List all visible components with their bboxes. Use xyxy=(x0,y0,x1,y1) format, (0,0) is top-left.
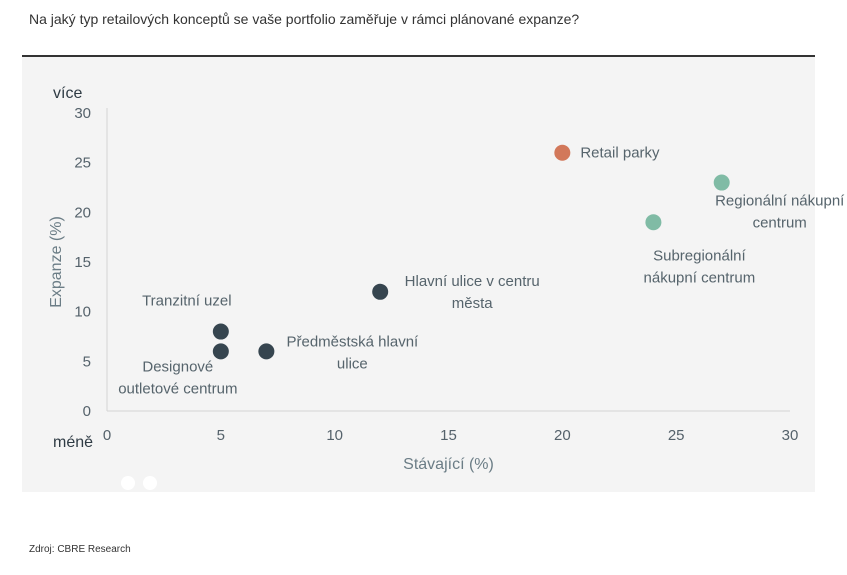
chart-panel xyxy=(22,57,815,492)
point-label: Předměstská hlavní ulice xyxy=(286,333,419,372)
x-tick-label: 20 xyxy=(554,427,571,444)
data-point xyxy=(372,283,389,300)
data-point xyxy=(713,174,730,191)
point-label: Retail parky xyxy=(580,145,660,162)
data-point xyxy=(645,214,662,231)
y-tick-label: 0 xyxy=(83,403,91,420)
y-axis-title: Expanze (%) xyxy=(48,216,65,308)
x-tick-label: 25 xyxy=(668,427,685,444)
data-point xyxy=(212,343,229,360)
x-tick-label: 30 xyxy=(782,427,799,444)
y-tick-label: 5 xyxy=(83,353,91,370)
y-axis-bottom-label: méně xyxy=(53,434,93,451)
point-label: Regionální nákupní centrum xyxy=(715,193,845,232)
x-tick-label: 5 xyxy=(217,427,225,444)
source-note: Zdroj: CBRE Research xyxy=(29,544,131,555)
point-label: Tranzitní uzel xyxy=(142,293,231,310)
title-divider xyxy=(22,55,815,57)
y-tick-label: 10 xyxy=(74,304,91,321)
y-tick-label: 25 xyxy=(74,155,91,172)
point-label: Hlavní ulice v centru města xyxy=(405,273,540,312)
y-tick-label: 15 xyxy=(74,254,91,271)
chart-question: Na jaký typ retailových konceptů se vaše… xyxy=(29,11,580,27)
data-point xyxy=(554,144,571,161)
y-tick-label: 20 xyxy=(74,204,91,221)
data-point xyxy=(258,343,275,360)
x-tick-label: 15 xyxy=(440,427,457,444)
data-point xyxy=(212,323,229,340)
y-tick-label: 30 xyxy=(74,105,91,122)
decorative-dot-right xyxy=(143,476,157,490)
point-label: Designové outletové centrum xyxy=(118,358,237,397)
x-tick-label: 0 xyxy=(103,427,111,444)
y-axis-top-label: více xyxy=(53,85,82,102)
decorative-dot-left xyxy=(121,476,135,490)
x-tick-label: 10 xyxy=(326,427,343,444)
point-label: Subregionální nákupní centrum xyxy=(644,247,756,286)
x-axis-title: Stávající (%) xyxy=(403,456,494,473)
